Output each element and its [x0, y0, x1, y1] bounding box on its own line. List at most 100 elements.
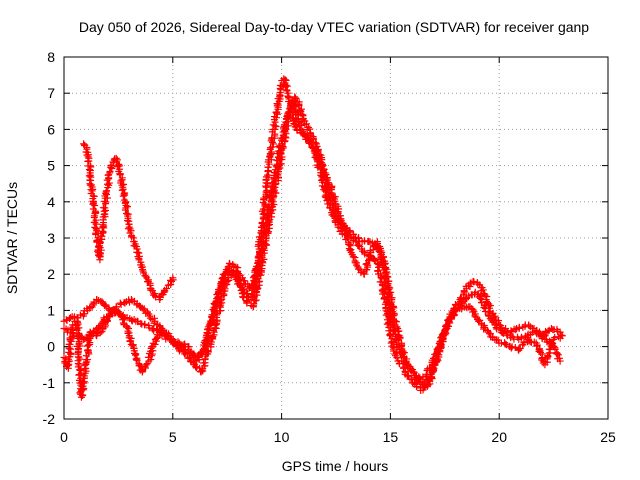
data-point — [123, 323, 131, 331]
data-point — [476, 294, 484, 302]
data-point — [144, 353, 152, 361]
y-tick-label: 3 — [47, 230, 55, 246]
data-point — [76, 311, 84, 319]
data-point — [360, 270, 368, 278]
data-point — [68, 329, 76, 337]
data-point — [305, 136, 313, 144]
y-tick-label: 5 — [47, 158, 55, 174]
data-point — [74, 320, 82, 328]
data-point — [124, 217, 132, 225]
data-point — [389, 326, 397, 334]
y-tick-label: 6 — [47, 121, 55, 137]
data-point — [119, 185, 127, 193]
data-point — [79, 378, 87, 386]
data-point — [491, 312, 499, 320]
data-point — [557, 331, 565, 339]
data-point — [137, 303, 145, 311]
data-point — [101, 301, 109, 309]
data-point — [294, 111, 302, 119]
data-point — [286, 111, 294, 119]
data-point — [142, 361, 150, 369]
data-point — [197, 368, 205, 376]
data-point — [204, 325, 212, 333]
y-tick-label: 2 — [47, 266, 55, 282]
data-point — [391, 335, 399, 343]
data-point — [516, 345, 524, 353]
chart-title: Day 050 of 2026, Sidereal Day-to-day VTE… — [79, 19, 589, 35]
y-tick-label: 7 — [47, 85, 55, 101]
data-point — [264, 217, 272, 225]
data-point — [331, 197, 339, 205]
data-point — [133, 356, 141, 364]
data-point — [382, 284, 390, 292]
data-point — [377, 274, 385, 282]
data-point — [444, 322, 452, 330]
data-point — [427, 364, 435, 372]
data-point — [440, 329, 448, 337]
data-point — [417, 379, 425, 387]
y-axis-label: SDTVAR / TECUs — [4, 182, 20, 294]
data-point — [290, 103, 298, 111]
data-point — [508, 343, 516, 351]
x-axis-label: GPS time / hours — [282, 458, 389, 474]
data-point — [301, 121, 309, 129]
data-point — [85, 166, 93, 174]
data-point — [551, 333, 559, 341]
data-point — [512, 326, 520, 334]
data-point — [255, 254, 263, 262]
data-point — [132, 355, 140, 363]
data-points — [60, 75, 566, 401]
data-point — [455, 299, 463, 307]
data-point — [556, 328, 564, 336]
data-point — [311, 139, 319, 147]
data-point — [409, 368, 417, 376]
data-point — [103, 187, 111, 195]
data-point — [107, 162, 115, 170]
data-point — [220, 271, 228, 279]
data-point — [303, 120, 311, 128]
data-point — [245, 285, 253, 293]
data-point — [553, 350, 561, 358]
data-point — [198, 366, 206, 374]
y-tick-label: -1 — [43, 375, 56, 391]
data-point — [217, 297, 225, 305]
data-point — [274, 165, 282, 173]
x-tick-label: 0 — [60, 429, 68, 445]
data-point — [250, 300, 258, 308]
axes: 0 5 10 15 20 25 -2 -1 0 1 2 3 4 5 6 7 8 — [43, 49, 616, 445]
data-point — [290, 119, 298, 127]
data-point — [223, 277, 231, 285]
data-point — [96, 329, 104, 337]
y-tick-label: 8 — [47, 49, 55, 65]
data-point — [150, 319, 158, 327]
data-point — [281, 126, 289, 134]
data-point — [145, 322, 153, 330]
data-point — [515, 324, 523, 332]
data-point — [169, 337, 177, 345]
data-point — [312, 148, 320, 156]
data-point — [399, 364, 407, 372]
data-point — [99, 317, 107, 325]
data-point — [142, 272, 150, 280]
data-point — [336, 216, 344, 224]
data-point — [281, 83, 289, 91]
data-point — [144, 278, 152, 286]
y-tick-label: 0 — [47, 339, 55, 355]
data-point — [470, 278, 478, 286]
data-point — [114, 308, 122, 316]
x-tick-label: 25 — [600, 429, 616, 445]
data-point — [556, 357, 564, 365]
data-point — [383, 320, 391, 328]
data-point — [210, 328, 218, 336]
series-trace-c — [60, 96, 566, 383]
data-point — [142, 364, 150, 372]
data-point — [337, 217, 345, 225]
data-point — [78, 391, 86, 399]
data-point — [128, 233, 136, 241]
data-point — [257, 271, 265, 279]
data-point — [413, 383, 421, 391]
data-point — [403, 361, 411, 369]
x-tick-label: 5 — [169, 429, 177, 445]
data-point — [101, 204, 109, 212]
data-point — [252, 296, 260, 304]
